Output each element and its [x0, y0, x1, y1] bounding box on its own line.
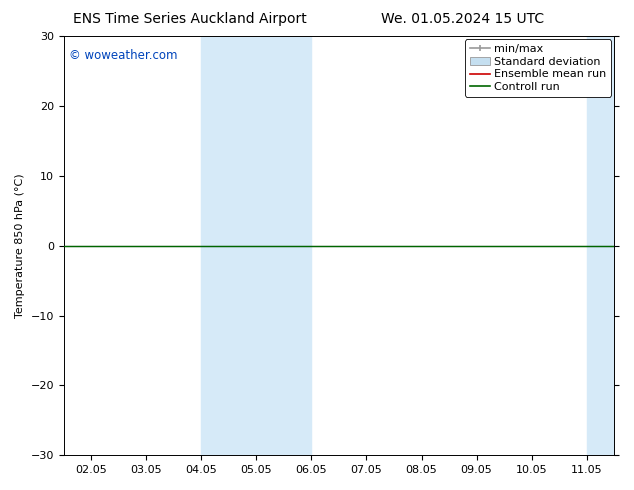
Bar	[586, 36, 614, 455]
Bar	[202, 36, 256, 455]
Bar	[614, 36, 634, 455]
Legend: min/max, Standard deviation, Ensemble mean run, Controll run: min/max, Standard deviation, Ensemble me…	[465, 40, 611, 97]
Text: © woweather.com: © woweather.com	[69, 49, 178, 62]
Text: ENS Time Series Auckland Airport: ENS Time Series Auckland Airport	[74, 12, 307, 26]
Text: We. 01.05.2024 15 UTC: We. 01.05.2024 15 UTC	[381, 12, 545, 26]
Y-axis label: Temperature 850 hPa (°C): Temperature 850 hPa (°C)	[15, 173, 25, 318]
Bar	[256, 36, 311, 455]
